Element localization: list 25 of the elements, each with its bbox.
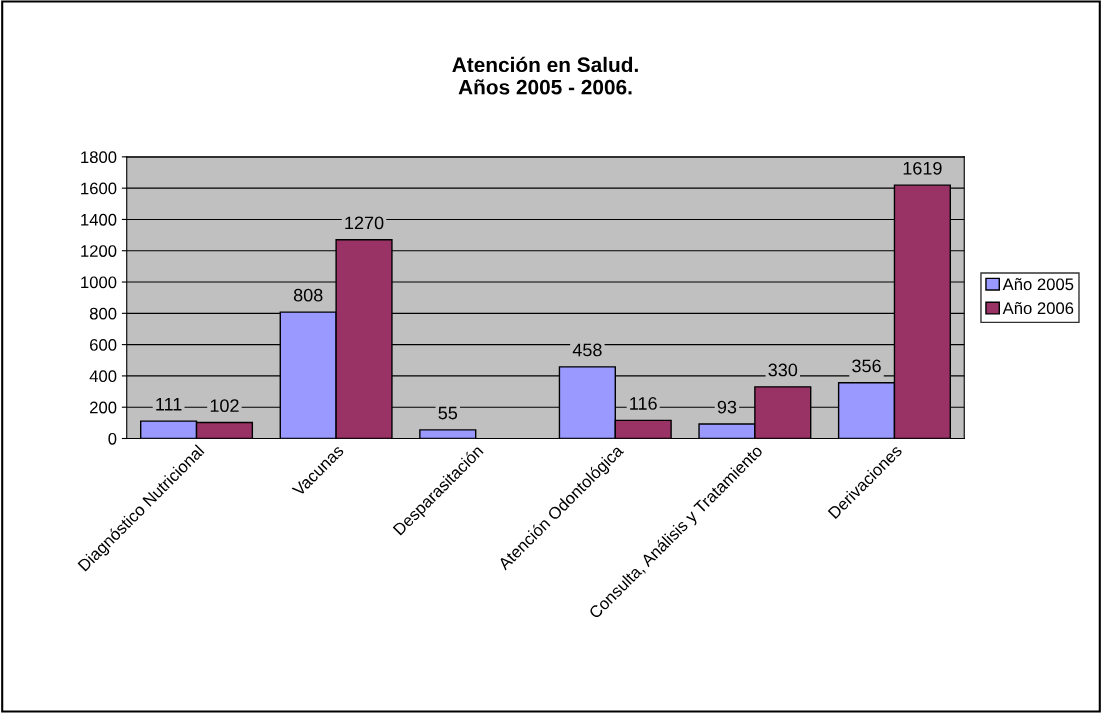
y-tick-label: 0 [108, 432, 117, 445]
bar [419, 429, 477, 439]
y-tick-label: 400 [89, 370, 117, 383]
legend-label: Año 2005 [1002, 278, 1074, 291]
data-label: 111 [156, 398, 182, 411]
data-label: 116 [630, 397, 657, 410]
data-label: 1270 [345, 216, 384, 230]
y-tick-label: 800 [89, 307, 117, 320]
data-label: 102 [210, 399, 239, 413]
y-tick-label: 600 [90, 339, 117, 351]
y-tick-label: 200 [90, 401, 117, 414]
y-tick-label: 1400 [81, 213, 117, 226]
data-label: 1619 [903, 161, 942, 175]
data-label: 93 [717, 400, 737, 414]
y-tick-label: 1800 [81, 151, 117, 164]
legend-label: Año 2006 [1002, 301, 1074, 315]
data-label: 55 [438, 406, 458, 420]
y-tick-label: 1000 [81, 276, 117, 289]
data-label: 808 [293, 288, 323, 302]
data-label: 356 [852, 359, 881, 373]
y-tick-label: 1200 [81, 245, 117, 257]
chart-title: Atención en Salud. Años 2005 - 2006. [452, 56, 638, 95]
data-label: 330 [768, 363, 798, 377]
y-tick-label: 1600 [81, 182, 117, 195]
data-label: 458 [572, 343, 602, 357]
